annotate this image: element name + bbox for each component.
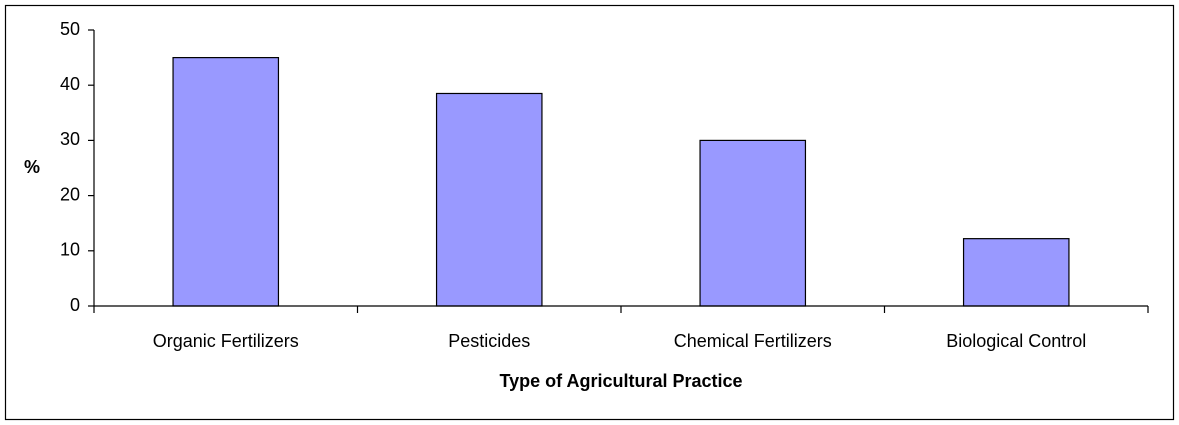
y-tick-label: 40 [60,74,80,94]
y-tick-label: 20 [60,184,80,204]
y-tick-label: 30 [60,129,80,149]
y-tick-label: 50 [60,19,80,39]
y-tick-label: 0 [70,295,80,315]
x-tick-label: Organic Fertilizers [153,331,299,351]
x-tick-label: Pesticides [448,331,530,351]
x-tick-label: Biological Control [946,331,1086,351]
bar [172,56,280,307]
y-tick-label: 10 [60,240,80,260]
bar [699,139,807,307]
y-axis-title: % [24,157,40,177]
bar [435,92,543,307]
x-axis-title: Type of Agricultural Practice [499,371,742,391]
bar [962,238,1070,307]
x-tick-label: Chemical Fertilizers [674,331,832,351]
